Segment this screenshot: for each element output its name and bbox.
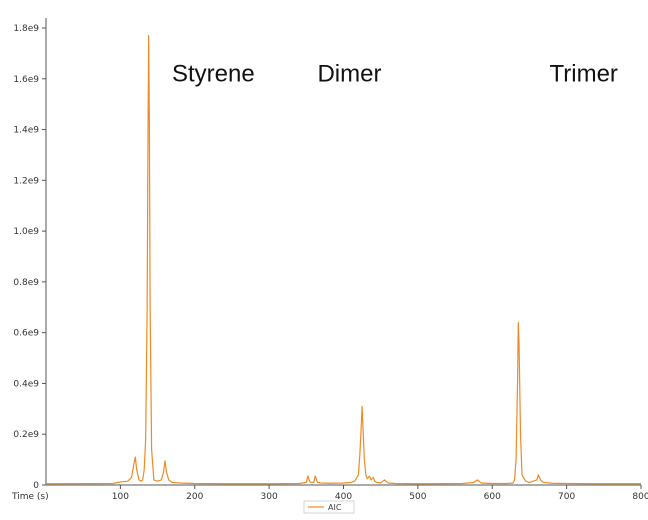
y-tick-label: 0.6e9 [13, 329, 39, 339]
y-tick-label: 1.2e9 [13, 176, 39, 186]
annotation-styrene: Styrene [172, 60, 255, 87]
y-tick-label: 1.8e9 [13, 24, 39, 34]
y-tick-label: 1.0e9 [13, 227, 39, 237]
x-axis-label: Time (s) [11, 492, 49, 502]
annotation-dimer: Dimer [317, 60, 381, 87]
labels-layer: Styrene Dimer Trimer [172, 60, 618, 87]
x-tick-label: 100 [112, 492, 129, 502]
legend-layer: AIC [303, 500, 355, 514]
x-tick-label: 200 [186, 492, 203, 502]
series-line-aic [45, 35, 641, 485]
x-tick-label: 300 [261, 492, 278, 502]
annotation-trimer: Trimer [550, 60, 618, 87]
axes-layer: 0 0.2e9 0.4e9 0.6e9 0.8e9 1.0e9 1.2e9 1.4e9 1.6e… [11, 18, 648, 502]
x-tick-label: 600 [484, 492, 501, 502]
y-tick-label: 0.2e9 [13, 430, 39, 440]
y-tick-label: 0.8e9 [13, 278, 39, 288]
x-tick-label: 500 [409, 492, 426, 502]
y-tick-label: 0 [33, 481, 39, 491]
x-tick-label: 800 [632, 492, 648, 502]
y-tick-label: 0.4e9 [13, 379, 39, 389]
x-tick-label: 400 [335, 492, 352, 502]
x-tick-label: 700 [558, 492, 575, 502]
y-tick-label: 1.4e9 [13, 126, 39, 136]
data-layer [45, 35, 641, 485]
legend-box [303, 500, 355, 514]
y-tick-label: 1.6e9 [13, 75, 39, 85]
legend-entry: AIC [328, 503, 342, 512]
